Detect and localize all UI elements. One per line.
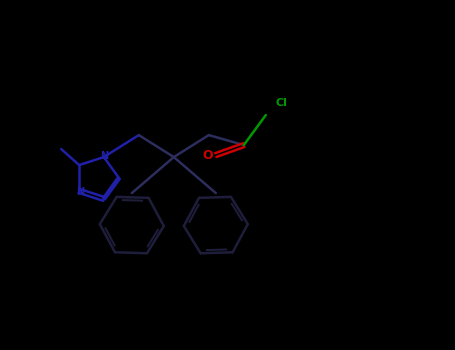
- Text: N: N: [76, 187, 84, 197]
- Text: O: O: [202, 149, 213, 162]
- Text: Cl: Cl: [276, 98, 288, 108]
- Text: N: N: [100, 151, 108, 161]
